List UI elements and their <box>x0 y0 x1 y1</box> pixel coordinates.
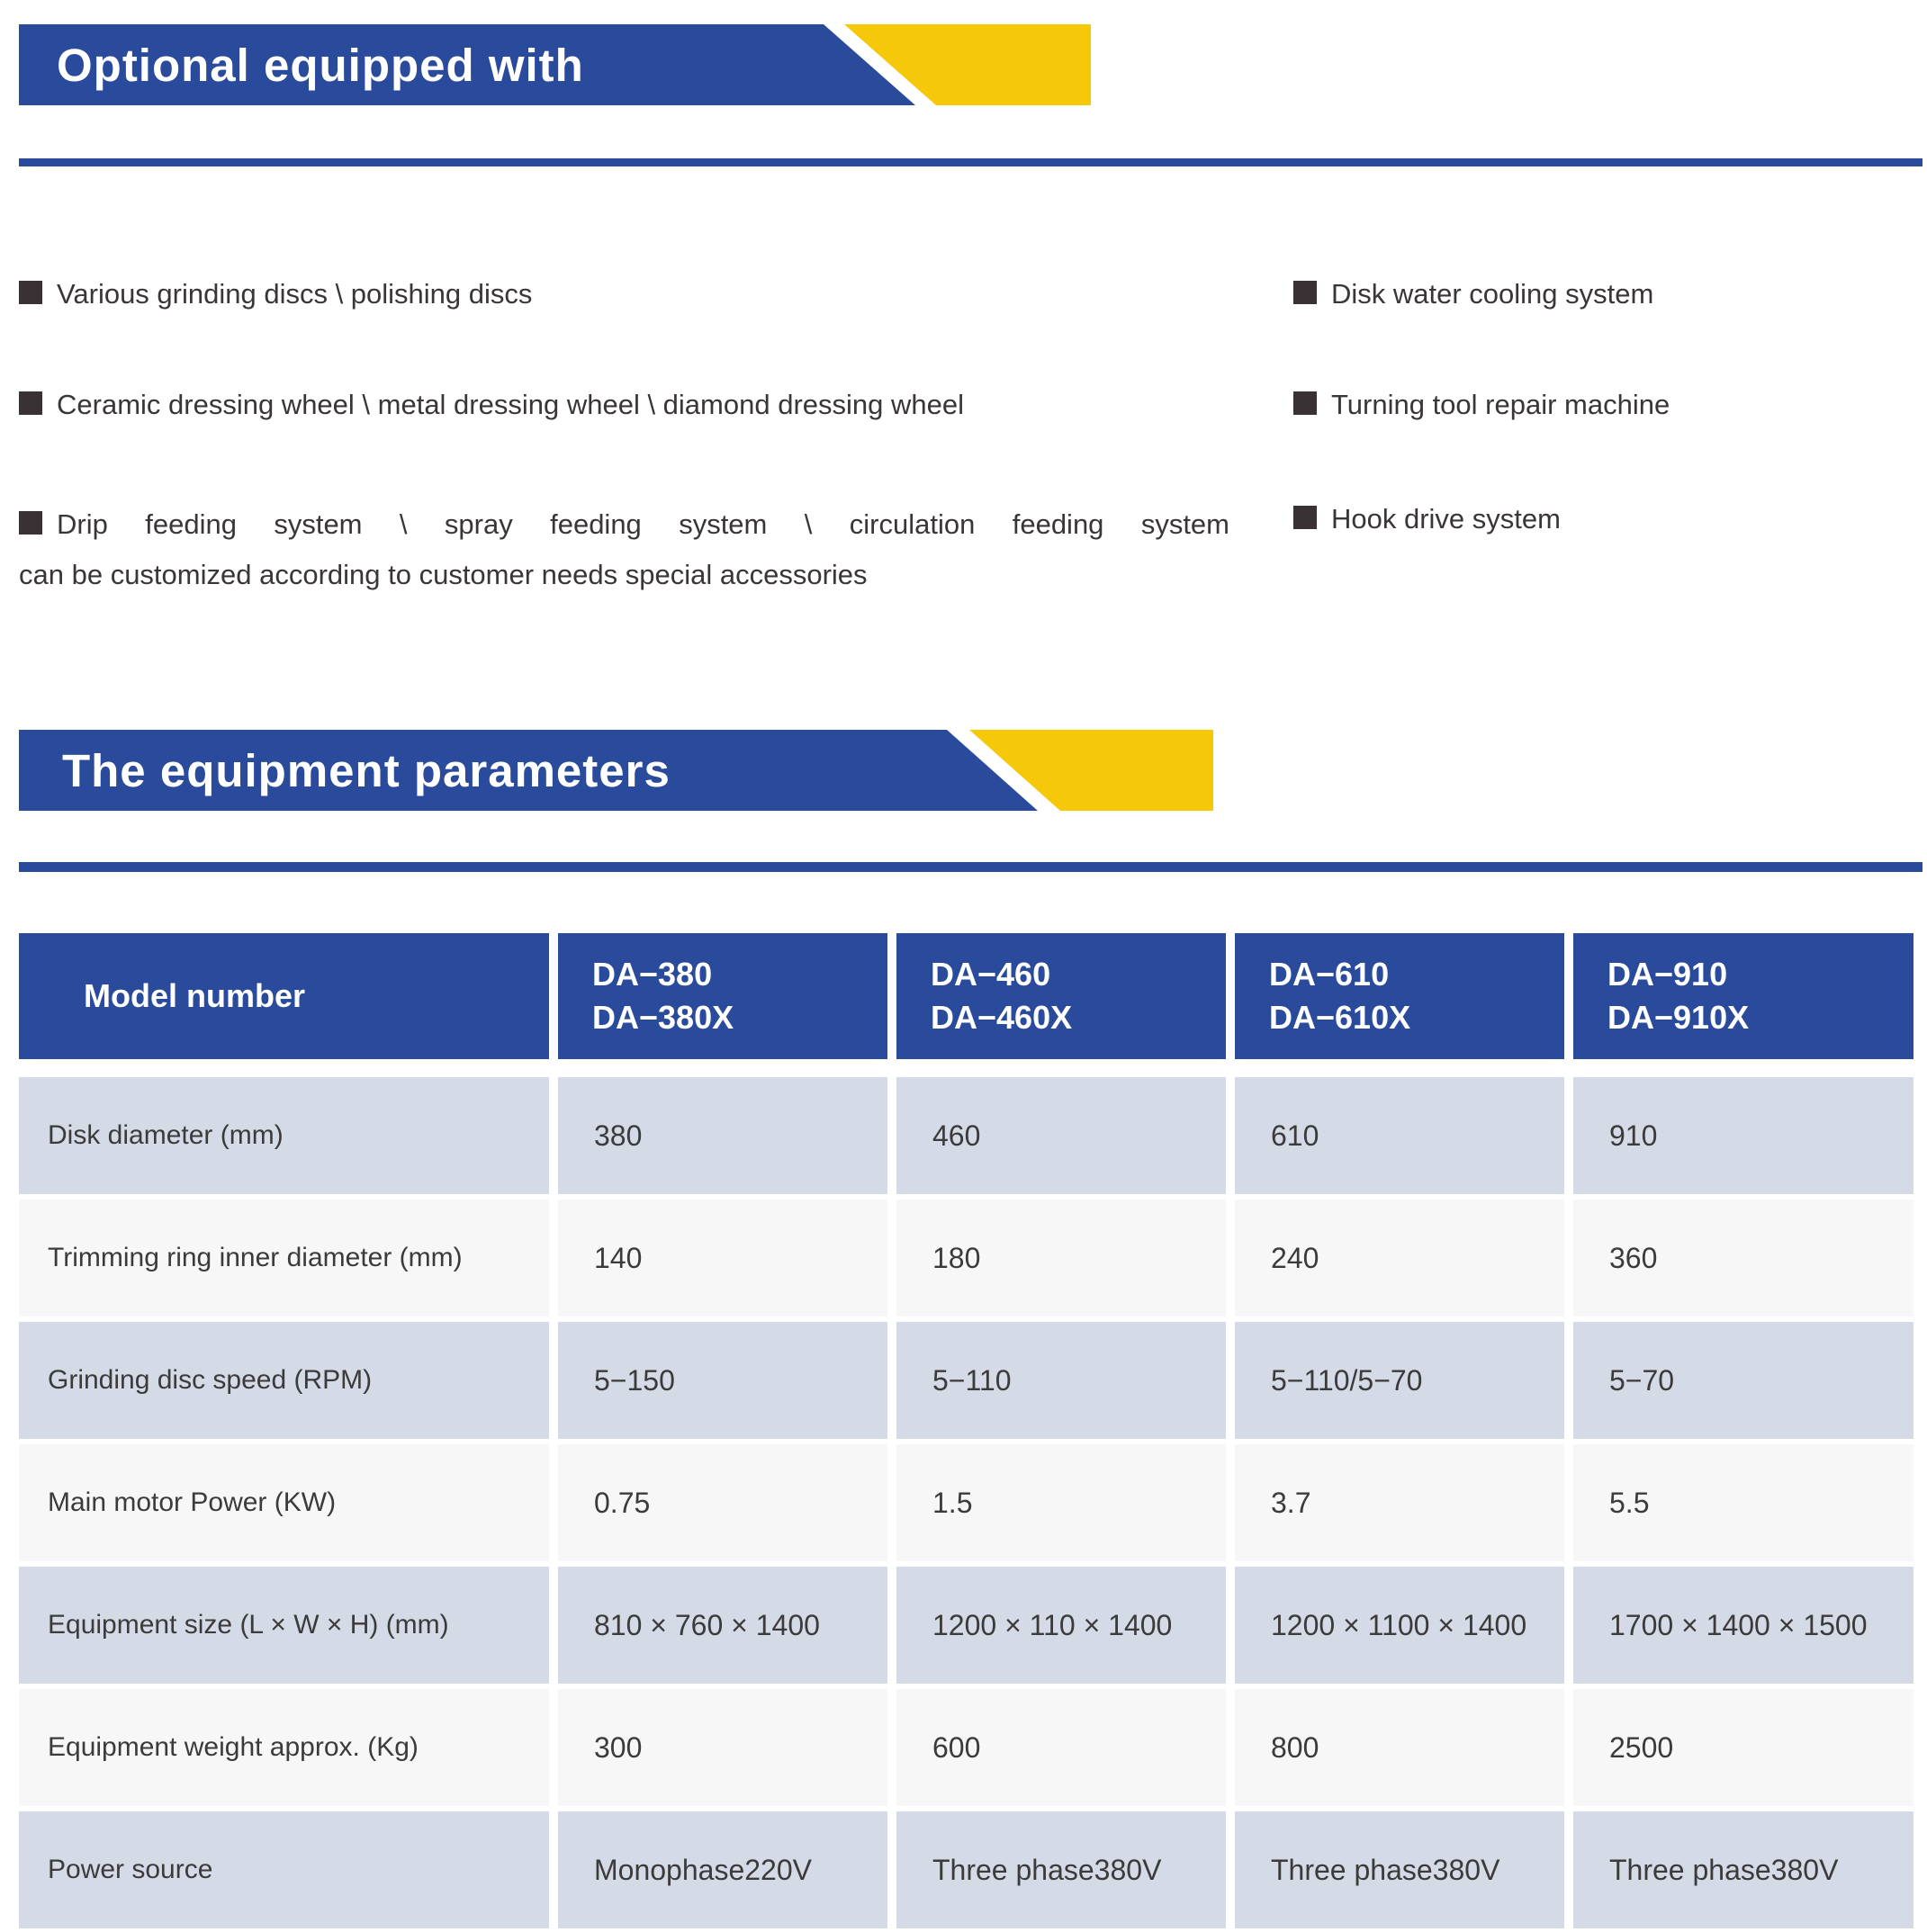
bullet-square-icon <box>19 391 42 415</box>
section-title: The equipment parameters <box>62 744 671 796</box>
model-name: DA−380 <box>592 956 713 993</box>
value-cell: 140 <box>558 1200 887 1316</box>
bullet-line-1: Drip feeding system \ spray feeding syst… <box>19 499 1229 550</box>
value-cell: 5−150 <box>558 1322 887 1439</box>
value-cell: 800 <box>1235 1689 1564 1806</box>
model-name: DA−380X <box>592 999 734 1036</box>
value-cell: Monophase220V <box>558 1811 887 1928</box>
value-cell: 810 × 760 × 1400 <box>558 1567 887 1684</box>
model-name: DA−910 <box>1607 956 1728 993</box>
value-cell: 360 <box>1573 1200 1913 1316</box>
bullet-item: Ceramic dressing wheel \ metal dressing … <box>19 385 964 425</box>
bullet-label: Hook drive system <box>1331 503 1561 535</box>
row-label-cell: Main motor Power (KW) <box>19 1444 549 1561</box>
table-row: Disk diameter (mm) 380 460 610 910 <box>19 1077 1922 1194</box>
value-cell: 5−70 <box>1573 1322 1913 1439</box>
value-cell: Three phase380V <box>1235 1811 1564 1928</box>
table-row: Main motor Power (KW) 0.75 1.5 3.7 5.5 <box>19 1444 1922 1561</box>
section-title: Optional equipped with <box>57 39 584 91</box>
value-cell: 3.7 <box>1235 1444 1564 1561</box>
value-cell: 5−110/5−70 <box>1235 1322 1564 1439</box>
bullet-item: Disk water cooling system <box>1293 274 1653 314</box>
value-cell: 300 <box>558 1689 887 1806</box>
bullet-square-icon <box>1293 391 1317 415</box>
row-label-cell: Equipment size (L × W × H) (mm) <box>19 1567 549 1684</box>
value-cell: 910 <box>1573 1077 1913 1194</box>
value-cell: 380 <box>558 1077 887 1194</box>
row-label-cell: Equipment weight approx. (Kg) <box>19 1689 549 1806</box>
row-label-cell: Disk diameter (mm) <box>19 1077 549 1194</box>
row-label-cell: Grinding disc speed (RPM) <box>19 1322 549 1439</box>
divider-rule <box>19 158 1922 166</box>
table-row: Equipment size (L × W × H) (mm) 810 × 76… <box>19 1567 1922 1684</box>
value-cell: 1200 × 1100 × 1400 <box>1235 1567 1564 1684</box>
model-name: DA−910X <box>1607 999 1750 1036</box>
bullet-square-icon <box>1293 506 1317 529</box>
value-cell: 240 <box>1235 1200 1564 1316</box>
bullet-item: Hook drive system <box>1293 499 1561 539</box>
bullet-line-2: can be customized according to customer … <box>19 559 868 590</box>
row-label-cell: Trimming ring inner diameter (mm) <box>19 1200 549 1316</box>
section-banner-optional: Optional equipped with <box>19 24 1091 105</box>
value-cell: 600 <box>896 1689 1226 1806</box>
section-banner-parameters: The equipment parameters <box>19 730 1213 811</box>
value-cell: Three phase380V <box>1573 1811 1913 1928</box>
bullet-item: Drip feeding system \ spray feeding syst… <box>19 499 1229 600</box>
model-name: DA−610X <box>1269 999 1411 1036</box>
model-header-cell: Model number <box>19 933 549 1059</box>
bullet-square-icon <box>1293 281 1317 304</box>
spec-table: Model number DA−380 DA−380X DA−460 DA−46… <box>19 933 1922 1932</box>
table-row: Power source Monophase220V Three phase38… <box>19 1811 1922 1928</box>
column-header-cell: DA−610 DA−610X <box>1235 933 1564 1059</box>
value-cell: 5.5 <box>1573 1444 1913 1561</box>
value-cell: 1.5 <box>896 1444 1226 1561</box>
column-header-cell: DA−910 DA−910X <box>1573 933 1913 1059</box>
value-cell: 2500 <box>1573 1689 1913 1806</box>
value-cell: 5−110 <box>896 1322 1226 1439</box>
bullet-square-icon <box>19 511 42 535</box>
banner-blue-ribbon <box>19 730 1038 811</box>
bullet-square-icon <box>19 281 42 304</box>
value-cell: 460 <box>896 1077 1226 1194</box>
value-cell: Three phase380V <box>896 1811 1226 1928</box>
model-name: DA−460 <box>931 956 1051 993</box>
table-row: Equipment weight approx. (Kg) 300 600 80… <box>19 1689 1922 1806</box>
value-cell: 1700 × 1400 × 1500 <box>1573 1567 1913 1684</box>
value-cell: 610 <box>1235 1077 1564 1194</box>
banner-blue-ribbon <box>19 24 915 105</box>
table-row: Trimming ring inner diameter (mm) 140 18… <box>19 1200 1922 1316</box>
column-header-cell: DA−460 DA−460X <box>896 933 1226 1059</box>
table-header-row: Model number DA−380 DA−380X DA−460 DA−46… <box>19 933 1922 1059</box>
bullet-item: Turning tool repair machine <box>1293 385 1670 425</box>
bullet-label: Drip feeding system \ spray feeding syst… <box>57 508 1229 540</box>
bullet-item: Various grinding discs \ polishing discs <box>19 274 532 314</box>
bullet-label: Disk water cooling system <box>1331 278 1654 310</box>
model-name: DA−460X <box>931 999 1073 1036</box>
value-cell: 1200 × 110 × 1400 <box>896 1567 1226 1684</box>
row-label-cell: Power source <box>19 1811 549 1928</box>
column-header-cell: DA−380 DA−380X <box>558 933 887 1059</box>
model-name: DA−610 <box>1269 956 1390 993</box>
divider-rule <box>19 862 1922 872</box>
value-cell: 180 <box>896 1200 1226 1316</box>
bullet-label: Various grinding discs \ polishing discs <box>57 278 533 310</box>
table-row: Grinding disc speed (RPM) 5−150 5−110 5−… <box>19 1322 1922 1439</box>
bullet-label: Ceramic dressing wheel \ metal dressing … <box>57 389 964 420</box>
bullet-label: Turning tool repair machine <box>1331 389 1670 420</box>
value-cell: 0.75 <box>558 1444 887 1561</box>
